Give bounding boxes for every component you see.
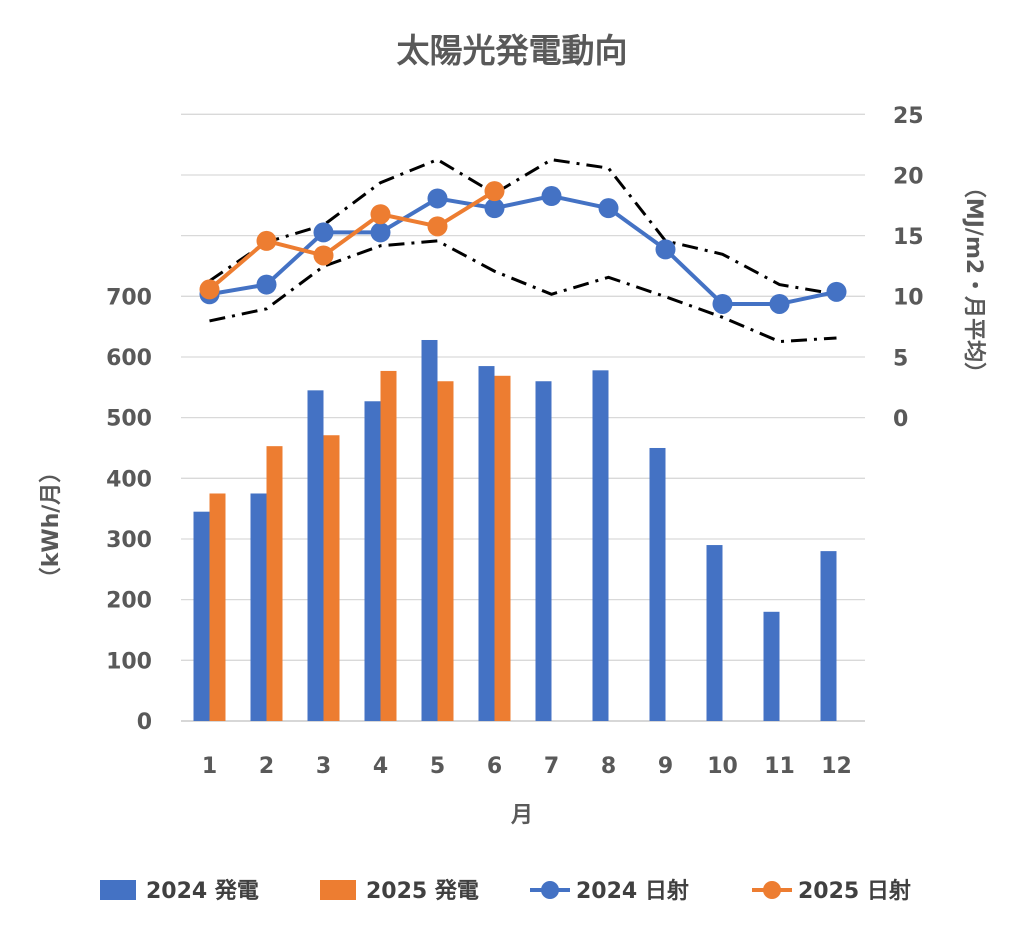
bar-2024 発電 bbox=[478, 366, 495, 721]
legend-label: 2024 発電 bbox=[146, 879, 259, 904]
point-2024 日射 bbox=[655, 239, 676, 260]
y-left-tick-label: 300 bbox=[106, 528, 152, 553]
bar-2025 発電 bbox=[323, 435, 340, 721]
legend-label: 2025 日射 bbox=[798, 878, 911, 904]
y-right-tick-labels: 0 5 10 15 20 25 bbox=[893, 104, 924, 432]
y-left-tick-labels: 0 100 200 300 400 500 600 700 bbox=[106, 285, 152, 735]
gridlines bbox=[181, 113, 865, 722]
range-line-lower bbox=[209, 239, 837, 344]
bar-2024 発電 bbox=[592, 370, 609, 721]
point-2024 日射 bbox=[427, 188, 448, 209]
chart-title: 太陽光発電動向 bbox=[397, 31, 628, 70]
bar-2024 発電 bbox=[250, 493, 267, 721]
legend-marker-2024 日射 bbox=[541, 881, 559, 899]
bar-2024 発電 bbox=[193, 511, 210, 721]
bar-2025 発電 bbox=[209, 493, 226, 721]
x-tick-label: 5 bbox=[430, 754, 445, 779]
point-2024 日射 bbox=[712, 293, 733, 314]
x-tick-label: 9 bbox=[658, 754, 673, 779]
y-left-tick-label: 200 bbox=[106, 589, 152, 614]
y-left-tick-label: 0 bbox=[137, 710, 152, 735]
bar-2025 発電 bbox=[437, 381, 454, 721]
point-2025 日射 bbox=[427, 216, 448, 237]
bar-2025 発電 bbox=[380, 370, 397, 721]
x-tick-label: 6 bbox=[487, 754, 502, 779]
bar-2024 発電 bbox=[649, 447, 666, 721]
point-2025 日射 bbox=[256, 230, 277, 251]
bar-2024 発電 bbox=[307, 390, 324, 721]
point-2024 日射 bbox=[769, 293, 790, 314]
x-tick-label: 10 bbox=[707, 754, 738, 779]
x-tick-label: 11 bbox=[764, 754, 795, 779]
x-axis-label: 月 bbox=[510, 803, 533, 828]
point-2024 日射 bbox=[826, 281, 847, 302]
x-tick-label: 1 bbox=[202, 754, 217, 779]
bar-2025 発電 bbox=[266, 446, 283, 721]
range-lines bbox=[208, 157, 837, 344]
y-left-tick-label: 700 bbox=[106, 285, 152, 310]
x-tick-labels: 1 2 3 4 5 6 7 8 9 10 11 12 bbox=[202, 754, 852, 779]
bar-2024 発電 bbox=[421, 339, 438, 721]
bar-2024 発電 bbox=[364, 401, 381, 721]
bar-2024 発電 bbox=[820, 551, 837, 721]
y-left-tick-label: 400 bbox=[106, 467, 152, 492]
y-right-tick-label: 15 bbox=[893, 225, 924, 250]
y-left-tick-label: 600 bbox=[106, 346, 152, 371]
y-right-tick-label: 5 bbox=[893, 346, 908, 371]
legend-marker-2025 日射 bbox=[763, 881, 781, 899]
y-right-axis-label: （MJ/m2・月平均） bbox=[961, 176, 987, 384]
point-2025 日射 bbox=[370, 204, 391, 225]
point-2024 日射 bbox=[370, 222, 391, 243]
point-2025 日射 bbox=[199, 279, 220, 300]
bar-series bbox=[193, 339, 837, 721]
y-right-tick-label: 10 bbox=[893, 286, 924, 311]
point-2025 日射 bbox=[313, 245, 334, 266]
y-left-axis-label: （kWh/月） bbox=[39, 461, 64, 590]
bar-2024 発電 bbox=[535, 381, 552, 721]
x-tick-label: 7 bbox=[544, 754, 559, 779]
bar-2024 発電 bbox=[706, 545, 723, 721]
point-2025 日射 bbox=[484, 181, 505, 202]
y-right-tick-label: 25 bbox=[893, 104, 924, 129]
x-tick-label: 3 bbox=[316, 754, 331, 779]
y-right-tick-label: 0 bbox=[893, 407, 908, 432]
point-2024 日射 bbox=[256, 274, 277, 295]
point-2024 日射 bbox=[484, 198, 505, 219]
x-tick-label: 2 bbox=[259, 754, 274, 779]
line-2025 日射 bbox=[208, 189, 496, 291]
x-tick-label: 12 bbox=[821, 754, 852, 779]
x-tick-label: 4 bbox=[373, 754, 388, 779]
legend-label: 2025 発電 bbox=[366, 879, 479, 904]
bar-2025 発電 bbox=[494, 375, 511, 721]
point-2024 日射 bbox=[541, 186, 562, 207]
legend-swatch-2025 発電 bbox=[320, 880, 356, 900]
legend-swatch-2024 発電 bbox=[100, 880, 136, 900]
y-right-tick-label: 20 bbox=[893, 164, 924, 189]
point-2024 日射 bbox=[313, 222, 334, 243]
y-left-tick-label: 500 bbox=[106, 407, 152, 432]
range-line-upper bbox=[208, 157, 837, 296]
legend: 2024 発電 2025 発電 2024 日射 2025 日射 bbox=[100, 878, 911, 904]
legend-label: 2024 日射 bbox=[576, 878, 689, 904]
y-left-tick-label: 100 bbox=[106, 649, 152, 674]
bar-2024 発電 bbox=[763, 611, 780, 721]
point-2024 日射 bbox=[598, 198, 619, 219]
line-series bbox=[199, 181, 847, 314]
x-tick-label: 8 bbox=[601, 754, 616, 779]
